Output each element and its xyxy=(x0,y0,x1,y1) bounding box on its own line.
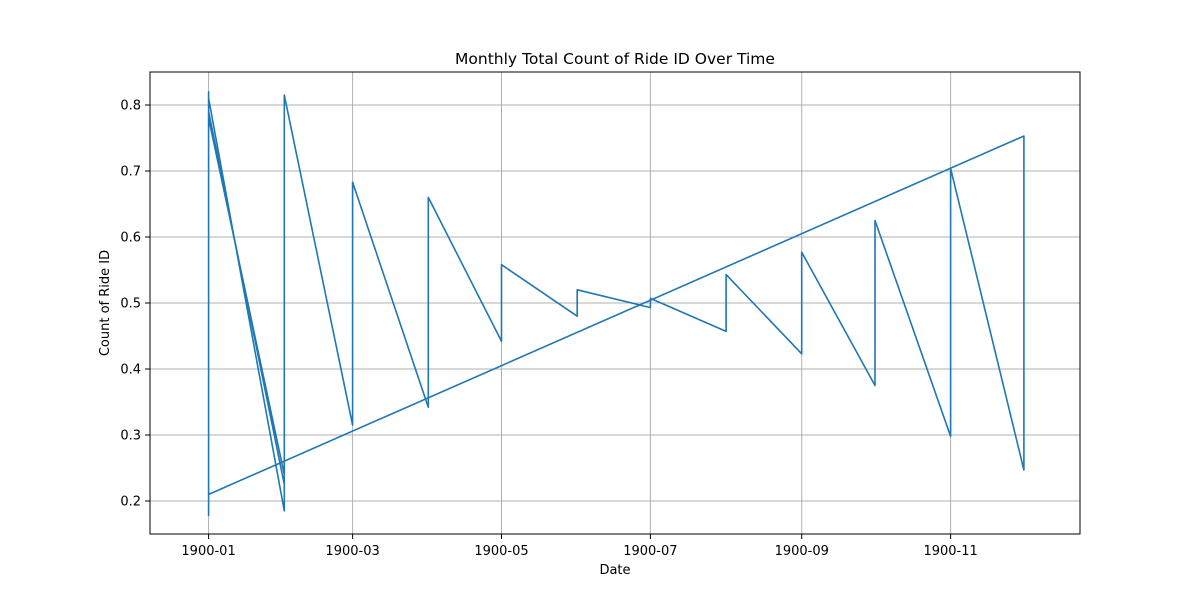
chart-title: Monthly Total Count of Ride ID Over Time xyxy=(455,50,775,68)
x-tick-label: 1900-05 xyxy=(474,544,528,559)
x-tick-label: 1900-07 xyxy=(623,544,677,559)
ticks-layer: 1900-01 1900-03 1900-05 1900-07 1900-09 1900-… xyxy=(120,99,977,560)
y-tick-label: 0.3 xyxy=(120,429,141,444)
y-tick-label: 0.6 xyxy=(120,231,141,246)
x-tick-label: 1900-11 xyxy=(923,544,977,559)
y-tick-label: 0.2 xyxy=(120,495,141,510)
series-layer xyxy=(207,91,1025,517)
y-axis-label: Count of Ride ID xyxy=(98,250,113,356)
x-axis-label: Date xyxy=(599,563,630,578)
y-tick-label: 0.7 xyxy=(120,165,141,180)
series-line-0 xyxy=(207,91,1025,517)
y-tick-label: 0.4 xyxy=(120,363,141,378)
x-tick-label: 1900-01 xyxy=(181,544,235,559)
x-tick-label: 1900-09 xyxy=(775,544,829,559)
y-tick-label: 0.8 xyxy=(120,99,141,114)
grid-layer xyxy=(150,72,1080,534)
x-tick-label: 1900-03 xyxy=(325,544,379,559)
y-tick-label: 0.5 xyxy=(120,297,141,312)
